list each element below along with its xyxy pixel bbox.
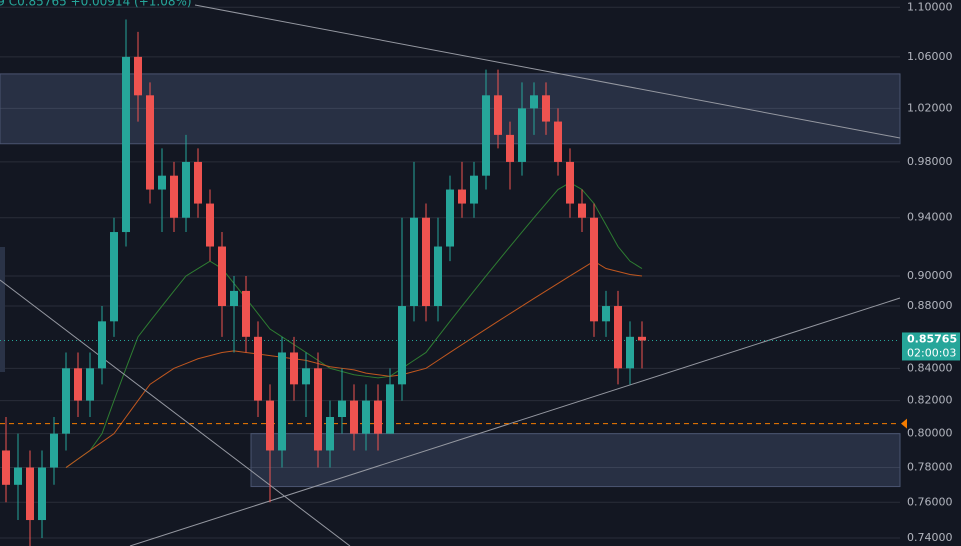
last-price-box <box>902 332 960 361</box>
candle-body <box>530 95 538 109</box>
candle-body <box>110 232 118 322</box>
candle-body <box>638 336 646 341</box>
candle-body <box>278 352 286 451</box>
candle-body <box>374 400 382 434</box>
zone <box>250 433 901 488</box>
candle-body <box>62 368 70 434</box>
candle-body <box>170 175 178 218</box>
candle-body <box>314 368 322 451</box>
candle-body <box>542 95 550 122</box>
candle-body <box>50 433 58 468</box>
legend-text: 679 C0.85765 +0.00914 (+1.08%) <box>0 0 192 9</box>
candle-body <box>614 306 622 369</box>
y-tick-label: 0.74000 <box>907 531 953 544</box>
y-tick-label: 1.06000 <box>907 50 953 63</box>
candle-body <box>158 175 166 190</box>
candle-body <box>218 246 226 307</box>
candle-body <box>206 203 214 247</box>
alert-marker <box>901 418 907 429</box>
candle-body <box>146 95 154 190</box>
y-tick-label: 0.80000 <box>907 427 953 440</box>
trendline <box>194 4 901 139</box>
y-tick-label: 0.98000 <box>907 155 953 168</box>
candle-body <box>470 175 478 204</box>
y-tick-label: 1.02000 <box>907 101 953 114</box>
trendlines <box>0 4 901 546</box>
y-tick-label: 0.82000 <box>907 394 953 407</box>
candle-body <box>194 161 202 204</box>
candle-body <box>266 400 274 451</box>
candle-body <box>422 217 430 307</box>
candle-body <box>434 246 442 307</box>
candle-body <box>362 400 370 434</box>
y-tick-label: 0.76000 <box>907 495 953 508</box>
candle-body <box>566 161 574 204</box>
candle-body <box>134 56 142 96</box>
candle-body <box>494 95 502 135</box>
candle-body <box>410 217 418 307</box>
y-tick-label: 0.84000 <box>907 361 953 374</box>
candle-body <box>446 189 454 247</box>
candle-body <box>506 134 514 162</box>
trendline <box>0 279 351 546</box>
candle-body <box>26 467 34 521</box>
candle-body <box>122 56 130 233</box>
left-zone <box>0 247 5 372</box>
y-tick-label: 0.90000 <box>907 269 953 282</box>
candle-body <box>98 321 106 369</box>
candle-body <box>230 290 238 307</box>
candle-body <box>590 217 598 322</box>
candle-body <box>458 189 466 204</box>
y-tick-label: 0.88000 <box>907 299 953 312</box>
grid <box>0 6 900 539</box>
candle-body <box>578 203 586 218</box>
candle-body <box>326 417 334 451</box>
candle-body <box>386 384 394 434</box>
candle-body <box>554 121 562 162</box>
candle-body <box>182 161 190 218</box>
y-tick-label: 0.94000 <box>907 211 953 224</box>
candle-body <box>482 95 490 176</box>
price-axis: 0.74000 0.76000 0.78000 0.80000 0.82000 0.840… <box>902 0 960 544</box>
candle-body <box>290 352 298 385</box>
countdown: 02:00:03 <box>907 346 956 359</box>
candle-body <box>242 290 250 337</box>
candle-body <box>254 336 262 401</box>
candle-body <box>86 368 94 401</box>
moving-average <box>65 260 643 468</box>
candle-body <box>626 336 634 369</box>
candle-body <box>350 400 358 434</box>
candle-body <box>518 108 526 162</box>
candle-body <box>38 467 46 521</box>
y-tick-label: 1.10000 <box>907 0 953 13</box>
moving-averages <box>65 182 643 468</box>
candle-body <box>398 306 406 385</box>
candle-body <box>2 450 10 485</box>
candle-body <box>602 306 610 322</box>
levels <box>0 339 907 429</box>
y-tick-label: 0.78000 <box>907 461 953 474</box>
last-price-label: 0.85765 <box>907 332 957 345</box>
trendline <box>129 297 901 546</box>
candle-body <box>14 467 22 485</box>
candle-body <box>74 368 82 401</box>
candle-body <box>302 368 310 385</box>
candle-body <box>338 400 346 418</box>
moving-average <box>65 182 643 468</box>
candles <box>2 19 646 546</box>
